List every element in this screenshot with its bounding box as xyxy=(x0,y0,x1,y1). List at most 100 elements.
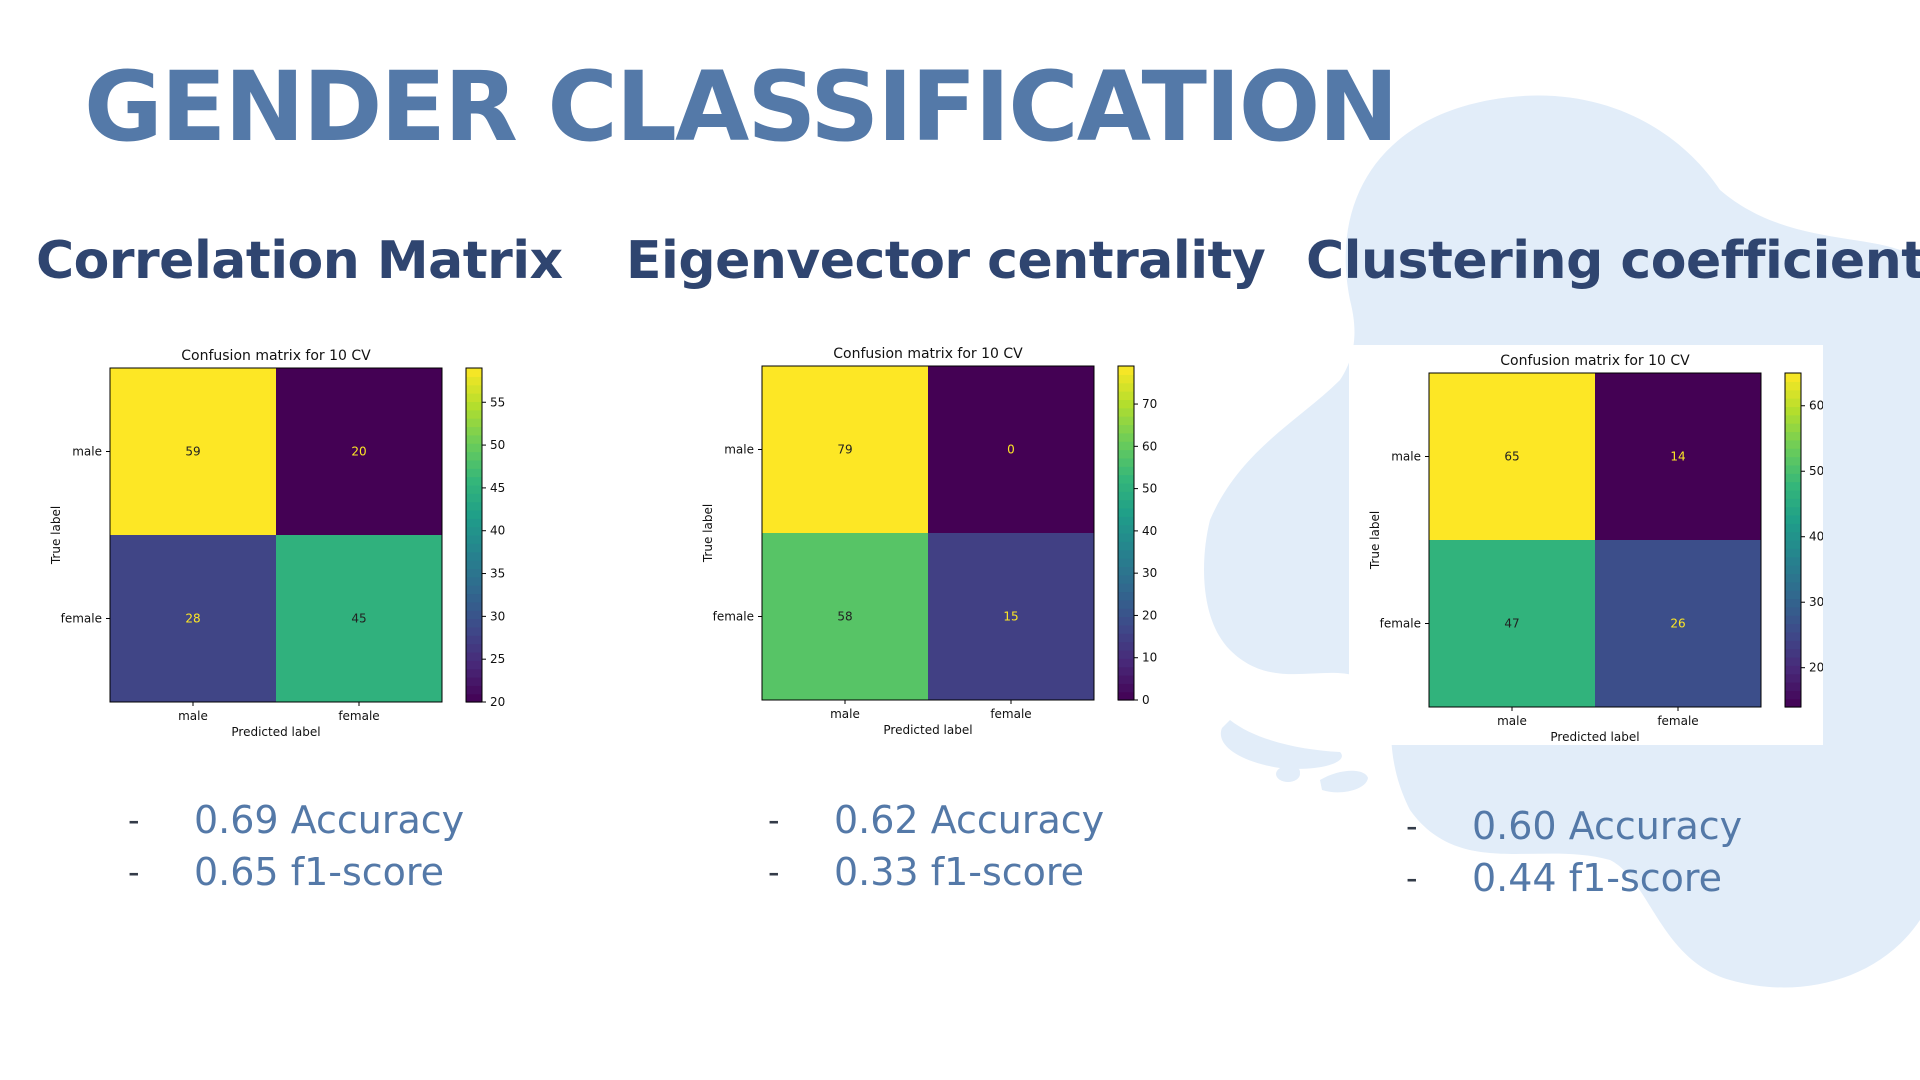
bullet-dash: - xyxy=(768,853,780,891)
chart-title: Confusion matrix for 10 CV xyxy=(1500,353,1690,369)
blob-splash xyxy=(1320,770,1368,793)
axes-frame xyxy=(109,367,443,703)
colorbar-tick-label: 60 xyxy=(1142,439,1157,453)
y-axis-label: True label xyxy=(1368,511,1382,570)
matrix-cell xyxy=(1429,540,1596,708)
matrix-cell xyxy=(1595,373,1762,541)
colorbar-segment xyxy=(1118,424,1134,434)
colorbar-segment xyxy=(1118,583,1134,593)
colorbar-segment xyxy=(1785,531,1801,541)
colorbar-segment xyxy=(1785,690,1801,700)
colorbar-segment xyxy=(466,676,482,686)
y-axis-label: True label xyxy=(49,506,63,565)
colorbar-segment xyxy=(466,443,482,453)
colorbar-segment xyxy=(1785,473,1801,483)
x-tick-label: female xyxy=(990,707,1031,721)
colorbar-segment xyxy=(466,384,482,394)
colorbar-segment xyxy=(1785,439,1801,449)
blob-splash xyxy=(1415,194,1526,220)
colorbar-segment xyxy=(1785,389,1801,399)
colorbar-segment xyxy=(1785,506,1801,516)
colorbar-segment xyxy=(1118,432,1134,442)
x-tick-label: male xyxy=(1497,714,1527,728)
cell-value-label: 79 xyxy=(837,443,852,457)
cell-value-label: 15 xyxy=(1003,610,1018,624)
colorbar-segment xyxy=(1785,665,1801,675)
colorbar-segment xyxy=(1118,599,1134,609)
confusion-matrix-svg: Confusion matrix for 10 CV 79 0 58 15 male fem… xyxy=(701,346,1157,737)
colorbar-segment xyxy=(1785,448,1801,458)
y-tick-label: male xyxy=(72,445,102,459)
colorbar-segment xyxy=(466,601,482,611)
y-tick-label: male xyxy=(724,443,754,457)
colorbar-tick-label: 30 xyxy=(1142,566,1157,580)
cell-value-label: 26 xyxy=(1670,617,1685,631)
colorbar-tick-label: 10 xyxy=(1142,651,1157,665)
colorbar-segment xyxy=(466,651,482,661)
column-heading-correlation-matrix: Correlation Matrix xyxy=(36,231,563,291)
x-axis-label: Predicted label xyxy=(1550,730,1639,744)
colorbar-segment xyxy=(1785,548,1801,558)
colorbar-segment xyxy=(1118,624,1134,634)
colorbar-segment xyxy=(466,518,482,528)
metric-accuracy: 0.69 Accuracy xyxy=(194,798,465,842)
colorbar-segment xyxy=(1785,631,1801,641)
bullet-dash: - xyxy=(768,801,780,839)
metric-f1-score: 0.44 f1-score xyxy=(1472,856,1723,900)
colorbar-segment xyxy=(466,543,482,553)
cell-value-label: 58 xyxy=(837,610,852,624)
colorbar-segment xyxy=(466,618,482,628)
metric-f1-score: 0.33 f1-score xyxy=(834,850,1085,894)
y-tick-label: female xyxy=(1380,617,1421,631)
colorbar-segment xyxy=(1118,616,1134,626)
column-heading-clustering-coefficient: Clustering coefficient xyxy=(1306,231,1920,291)
colorbar-tick-label: 40 xyxy=(1142,524,1157,538)
matrix-cell xyxy=(276,535,443,703)
colorbar-segment xyxy=(466,434,482,444)
colorbar-segment xyxy=(1118,516,1134,526)
colorbar-segment xyxy=(1785,648,1801,658)
colorbar-tick-label: 20 xyxy=(490,695,505,709)
colorbar-segment xyxy=(466,535,482,544)
bullet-dash: - xyxy=(1406,859,1418,897)
colorbar-segment xyxy=(1118,533,1134,542)
y-tick-label: female xyxy=(61,612,102,626)
colorbar-segment xyxy=(1785,698,1801,708)
colorbar-tick-label: 20 xyxy=(1142,608,1157,622)
colorbar-tick-label: 45 xyxy=(490,481,505,495)
colorbar-segment xyxy=(1118,366,1134,375)
colorbar-segment xyxy=(466,593,482,603)
colorbar-segment xyxy=(1785,623,1801,633)
colorbar-segment xyxy=(466,484,482,494)
colorbar-segment xyxy=(1785,590,1801,600)
colorbar-segment xyxy=(1785,681,1801,691)
x-tick-label: female xyxy=(1657,714,1698,728)
cell-value-label: 65 xyxy=(1504,450,1519,464)
chart-title: Confusion matrix for 10 CV xyxy=(181,348,371,364)
colorbar-tick-label: 30 xyxy=(1809,595,1823,609)
bullet-dash: - xyxy=(1406,807,1418,845)
colorbar-segment xyxy=(466,568,482,578)
cell-value-label: 14 xyxy=(1670,450,1685,464)
x-tick-label: female xyxy=(338,709,379,723)
confusion-matrix-correlation: Confusion matrix for 10 CV 59 20 28 45 male fe… xyxy=(30,340,530,750)
colorbar-segment xyxy=(466,493,482,503)
colorbar-segment xyxy=(1118,633,1134,643)
colorbar-segment xyxy=(466,643,482,653)
colorbar-tick-label: 50 xyxy=(1809,464,1823,478)
metric-accuracy: 0.62 Accuracy xyxy=(834,798,1105,842)
confusion-matrix-svg: Confusion matrix for 10 CV 65 14 47 26 male fe… xyxy=(1368,353,1823,744)
colorbar-segment xyxy=(1785,565,1801,574)
colorbar-frame xyxy=(1784,372,1802,708)
cell-value-label: 59 xyxy=(185,445,200,459)
colorbar-segment xyxy=(466,585,482,595)
colorbar-segment xyxy=(1785,656,1801,666)
cell-value-label: 45 xyxy=(351,612,366,626)
colorbar-segment xyxy=(1118,449,1134,459)
colorbar-segment xyxy=(1118,416,1134,426)
slide-title: GENDER CLASSIFICATION xyxy=(84,51,1399,163)
colorbar-segment xyxy=(466,501,482,511)
colorbar-segment xyxy=(1785,540,1801,549)
cell-value-label: 20 xyxy=(351,445,366,459)
colorbar-segment xyxy=(1118,457,1134,467)
